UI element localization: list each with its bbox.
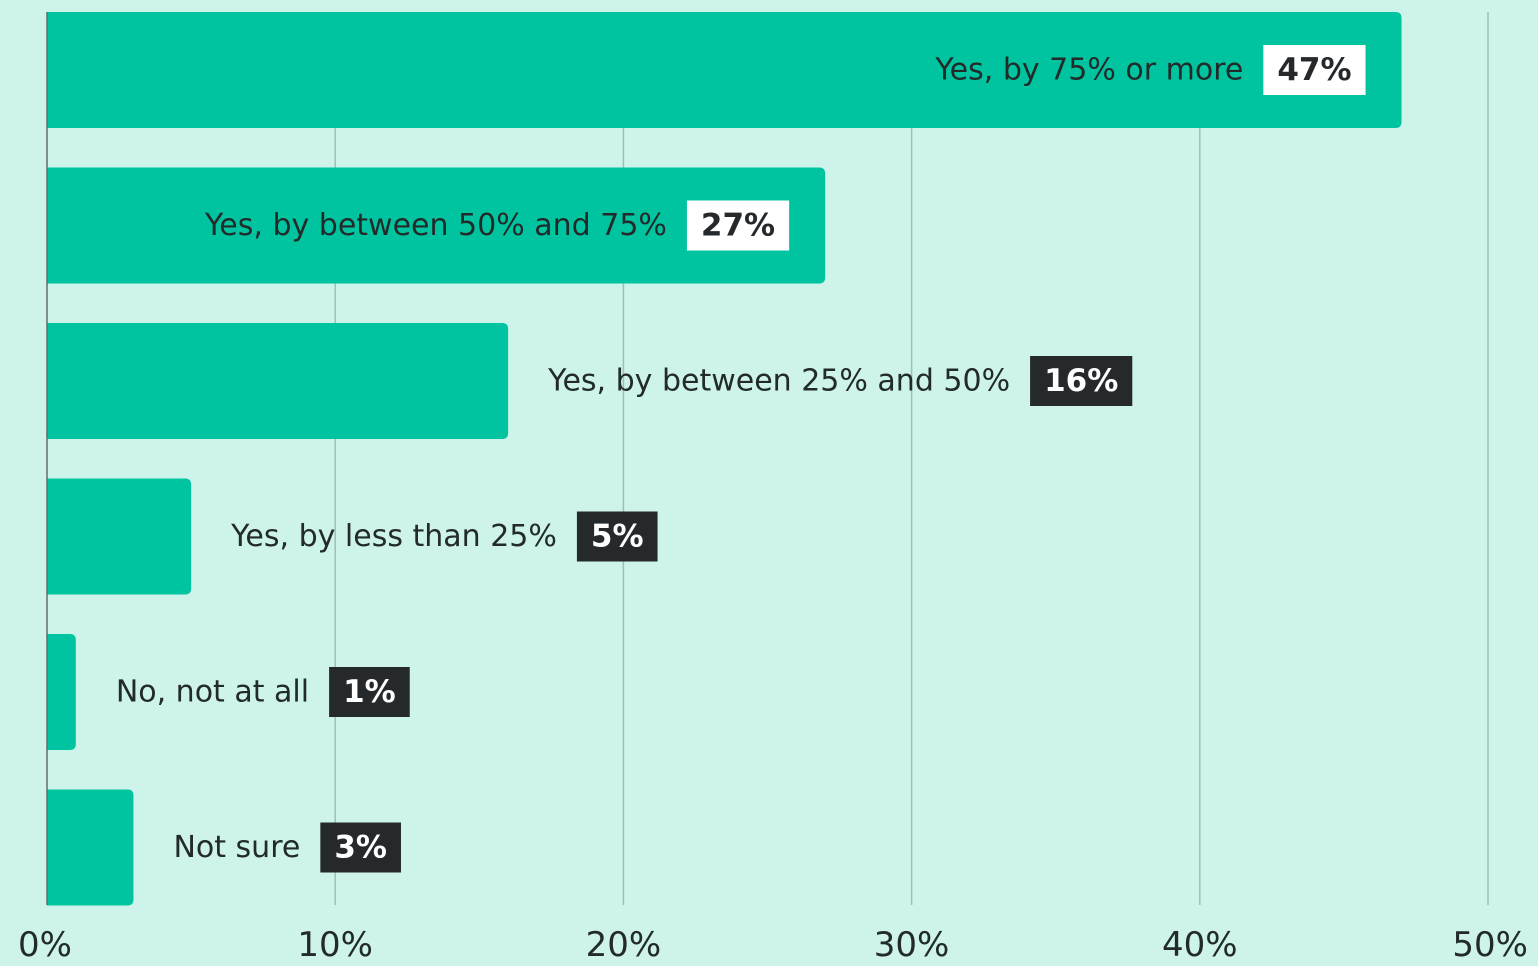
category-label-0: Yes, by 75% or more (934, 53, 1243, 88)
x-axis-ticks: 0% 10% 20% 30% 40% 50% (18, 925, 1528, 965)
value-badge-4 (329, 667, 410, 717)
category-label-3: Yes, by less than 25% (230, 519, 557, 554)
x-tick-label-0: 0% (18, 925, 72, 962)
value-label-0: 47% (1277, 52, 1351, 88)
bar-0 (47, 12, 1402, 128)
grid-lines (334, 12, 1489, 905)
bar-2 (47, 323, 509, 439)
bar-1 (47, 167, 826, 284)
bar-3 (47, 478, 192, 595)
value-badge-3 (576, 511, 658, 562)
value-label-4: 1% (343, 674, 396, 710)
value-badge-2 (1030, 356, 1133, 406)
category-label-4: No, not at all (116, 675, 309, 710)
bar-labels: Yes, by 75% or more 47% Yes, by between 50… (116, 45, 1366, 873)
value-label-2: 16% (1044, 363, 1118, 399)
x-tick-label-3: 30% (874, 925, 950, 962)
category-label-1: Yes, by between 50% and 75% (204, 208, 667, 243)
x-tick-label-4: 40% (1162, 925, 1238, 962)
x-tick-label-5: 50% (1452, 925, 1528, 962)
bar-5 (47, 789, 134, 906)
x-tick-label-2: 20% (586, 925, 662, 962)
value-label-5: 3% (334, 830, 387, 866)
bar-4 (47, 634, 76, 750)
bars (47, 12, 1402, 906)
value-label-3: 5% (591, 519, 644, 555)
x-tick-label-1: 10% (297, 925, 373, 962)
value-label-1: 27% (701, 208, 775, 244)
category-label-5: Not sure (173, 830, 300, 865)
value-badge-1 (686, 200, 790, 251)
category-label-2: Yes, by between 25% and 50% (547, 364, 1010, 399)
value-badge-5 (320, 822, 401, 873)
value-badge-0 (1263, 45, 1366, 95)
